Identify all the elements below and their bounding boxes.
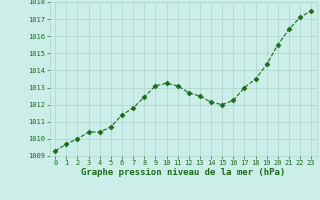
X-axis label: Graphe pression niveau de la mer (hPa): Graphe pression niveau de la mer (hPa) (81, 168, 285, 177)
